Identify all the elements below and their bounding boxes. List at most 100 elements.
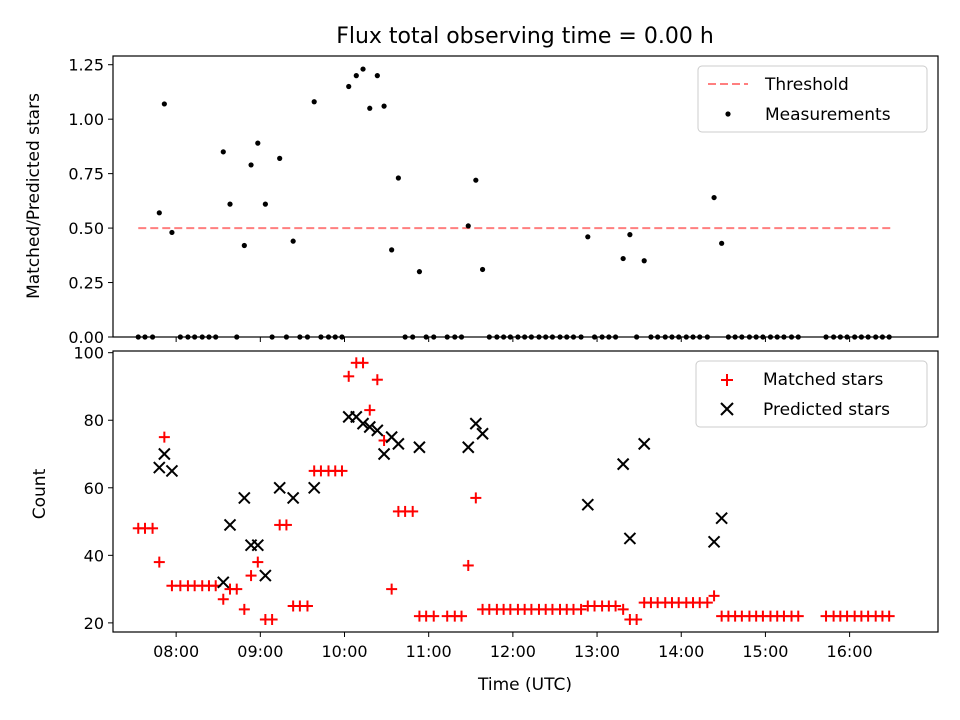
measurement-point [395,175,401,181]
predicted-star-point [637,437,651,451]
matched-star-point [470,492,482,504]
legend-measurements-label: Measurements [765,105,891,125]
predicted-star-point [623,532,637,545]
bottom-legend: Matched stars Predicted stars [695,360,928,428]
measurement-point [290,238,296,244]
matched-star-point [883,610,895,622]
measurement-point [711,194,717,201]
matched-star-point [343,370,355,382]
top-y-axis-label: Matched/Predicted stars [24,93,44,299]
predicted-legend-marker [720,402,734,416]
top-y-tick-label: 1.00 [68,110,104,129]
x-tick-label: 14:00 [658,642,704,661]
predicted-star-point [238,491,251,505]
top-axes: 0.00 0.25 0.50 0.75 1.00 1.25 [68,56,851,347]
measurement-point [381,103,387,109]
measurement-point [374,73,380,79]
predicted-star-point [715,511,728,525]
measurement-point [627,232,633,238]
measurement-point [641,258,647,264]
bottom-marks [132,357,895,626]
matched-star-point [153,556,165,568]
x-tick-label: 09:00 [237,642,283,661]
matched-star-point [252,556,264,568]
measurement-point [227,201,233,207]
matched-star-point [147,522,159,534]
measurement-point [620,255,626,262]
legend-threshold-label: Threshold [764,75,849,95]
predicted-star-point [476,427,489,440]
predicted-star-point [273,481,286,494]
predicted-star-point [259,569,272,582]
matched-star-point [266,614,278,626]
measurement-point [585,234,591,240]
predicted-star-point [371,424,384,437]
x-tick-label: 15:00 [742,642,788,661]
matched-star-point [575,603,587,615]
matched-star-point [238,603,250,615]
measurement-point [277,155,283,161]
matched-star-point [610,600,622,612]
top-y-tick-label: 0.50 [68,219,104,238]
measurement-point [479,266,486,273]
measurement-point [465,223,471,229]
x-tick-label: 13:00 [574,642,620,661]
matched-star-point [364,404,376,416]
matched-legend-marker [721,374,733,386]
matched-star-point [245,570,257,582]
measurement-point [389,247,395,253]
bottom-legend-frame [695,360,928,428]
measurement-point [311,99,317,105]
measurement-point [156,210,162,216]
top-y-tick-label: 1.25 [68,56,104,75]
bottom-y-tick-label: 40 [84,546,104,565]
measurement-point [161,101,167,107]
matched-star-point [280,519,292,531]
top-y-tick-label: 0.00 [68,328,104,347]
bottom-panel: 20 40 60 80 100 08:00 09:00 10:00 11:00 12:00 13:0… [30,344,939,695]
matched-star-point [407,505,419,517]
predicted-star-point [377,447,391,461]
matched-star-point [617,603,629,615]
measurement-point [719,240,725,246]
matched-star-point [792,610,804,622]
matched-star-point [456,610,468,622]
predicted-star-point [616,457,630,471]
bottom-y-tick-label: 80 [84,411,104,430]
bottom-y-axis-label: Count [30,468,50,519]
predicted-star-point [363,420,376,434]
matched-star-point [336,465,348,477]
measurement-point [169,229,175,236]
matched-star-point [371,374,383,386]
top-panel: 0.00 0.25 0.50 0.75 1.00 1.25 Matched/Predict… [24,55,939,347]
measurement-point [346,83,352,90]
x-tick-label: 10:00 [321,642,367,661]
measurement-point [241,242,247,249]
predicted-star-point [158,447,171,461]
predicted-star-point [462,441,475,454]
measurement-point [360,66,366,72]
bottom-y-tick-label: 100 [73,344,104,363]
predicted-star-point [217,576,230,589]
measurement-point [220,149,226,155]
legend-predicted-label: Predicted stars [763,400,890,420]
matched-star-point [158,431,170,443]
predicted-star-point [286,491,300,505]
measurement-point [255,140,261,146]
matched-star-point [231,583,243,595]
matched-star-point [631,614,643,626]
top-legend: Threshold Measurements [697,65,928,133]
bottom-axes-frame [112,350,939,633]
matched-star-point [386,583,398,595]
x-axis-label: Time (UTC) [477,675,572,695]
matched-star-point [701,597,713,609]
matched-star-point [708,590,720,602]
matched-star-point [462,559,474,571]
chart-title: Flux total observing time = 0.00 h [336,24,714,49]
measurement-point [367,105,373,111]
predicted-star-point [356,417,370,430]
predicted-star-point [413,441,426,454]
x-tick-label: 16:00 [827,642,873,661]
predicted-star-point [581,498,595,511]
